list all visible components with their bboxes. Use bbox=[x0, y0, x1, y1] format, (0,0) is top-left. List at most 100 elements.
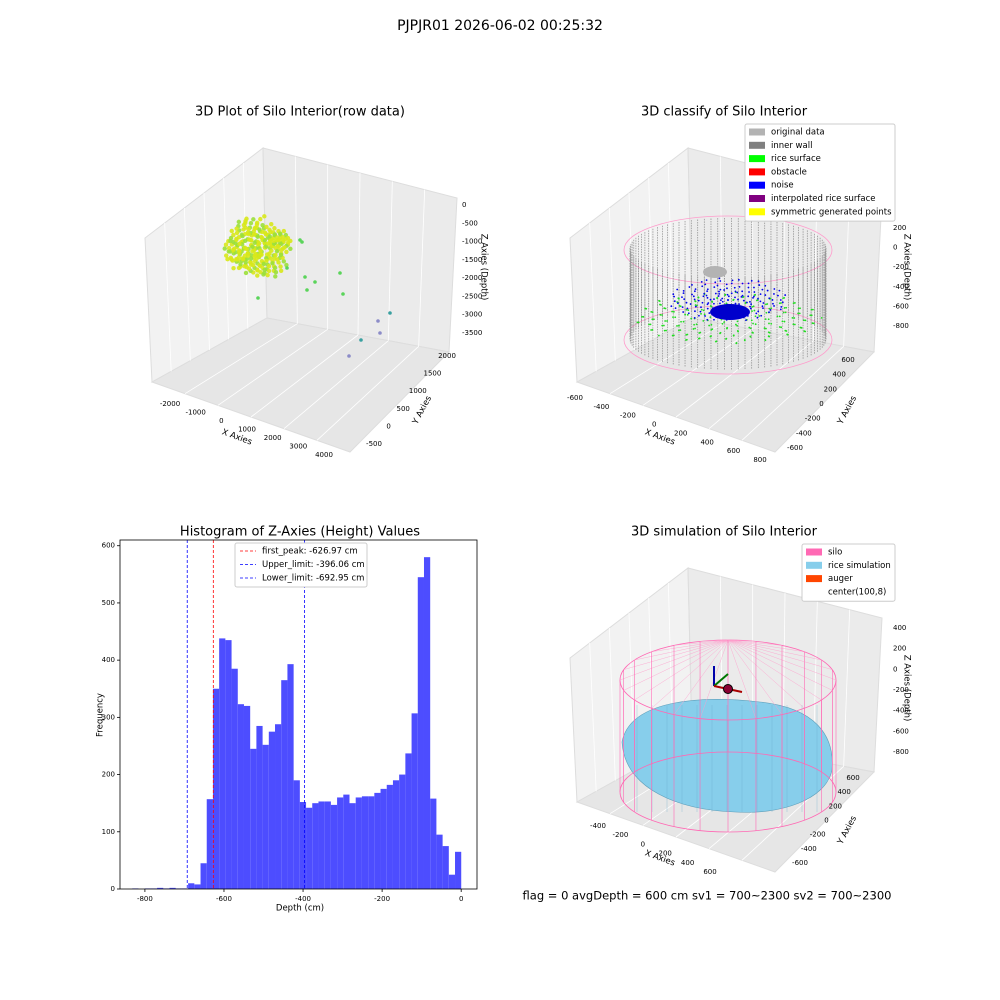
bar bbox=[411, 713, 418, 889]
point-cloud bbox=[251, 231, 257, 237]
z-tick-label: 200 bbox=[893, 224, 906, 232]
rice-point bbox=[663, 329, 666, 332]
rice-point bbox=[784, 329, 787, 332]
point-cloud bbox=[255, 268, 260, 273]
rice-point bbox=[753, 309, 756, 312]
rice-point bbox=[785, 306, 788, 309]
y-tick-label: 200 bbox=[829, 802, 842, 810]
rice-point bbox=[781, 320, 784, 323]
noise-point bbox=[716, 284, 719, 287]
point-cloud bbox=[254, 222, 260, 227]
noise-point bbox=[757, 280, 760, 283]
legend-box bbox=[801, 543, 896, 602]
z-tick-label: 0 bbox=[893, 244, 897, 252]
rice-point bbox=[797, 307, 800, 310]
point-cloud bbox=[283, 232, 289, 238]
noise-point bbox=[706, 296, 709, 299]
legend-swatch bbox=[806, 575, 822, 583]
rice-point bbox=[778, 302, 781, 305]
z-tick-label: -1000 bbox=[462, 238, 482, 246]
x-tick-label: -200 bbox=[612, 831, 628, 839]
noise-point bbox=[737, 298, 739, 301]
noise-point bbox=[755, 312, 758, 315]
rice-point bbox=[664, 320, 667, 322]
rice-point bbox=[650, 310, 653, 313]
legend-label: rice simulation bbox=[828, 561, 891, 571]
point-outlier bbox=[376, 319, 380, 323]
noise-point bbox=[777, 294, 779, 297]
pane-grid bbox=[294, 156, 298, 324]
z-tick-label: -200 bbox=[893, 686, 909, 694]
point-cloud bbox=[241, 222, 247, 228]
point-cloud bbox=[273, 274, 278, 279]
rice-point bbox=[765, 311, 768, 314]
point-cloud bbox=[233, 240, 238, 246]
noise-point bbox=[738, 303, 741, 306]
noise-point bbox=[727, 299, 729, 301]
rice-point bbox=[648, 323, 650, 326]
rice-point bbox=[776, 315, 779, 318]
rice-point bbox=[677, 297, 680, 300]
rice-point bbox=[758, 315, 761, 317]
legend-label: symmetric generated points bbox=[771, 207, 892, 217]
rice-point bbox=[672, 310, 675, 313]
rice-point bbox=[798, 312, 801, 315]
pane-grid bbox=[589, 642, 597, 792]
rice-point bbox=[716, 297, 719, 300]
bar bbox=[268, 731, 276, 889]
noise-point bbox=[689, 303, 692, 305]
rice-point bbox=[671, 310, 674, 313]
point-cloud bbox=[229, 257, 234, 262]
rice-point bbox=[637, 321, 640, 324]
point-outlier bbox=[256, 296, 260, 300]
legend-label: silo bbox=[828, 548, 842, 558]
silo-wire bbox=[623, 639, 729, 691]
rice-point bbox=[750, 319, 753, 322]
bar bbox=[262, 744, 269, 889]
noise-point bbox=[761, 305, 764, 308]
point-cloud bbox=[264, 224, 269, 230]
noise-point bbox=[758, 284, 761, 286]
rice-point bbox=[780, 326, 783, 329]
bar bbox=[374, 792, 381, 889]
bar bbox=[324, 801, 331, 889]
pane-grid bbox=[283, 340, 389, 429]
z-tick-label: 400 bbox=[893, 624, 906, 632]
legend-label: rice surface bbox=[771, 154, 821, 164]
noise-point bbox=[738, 285, 741, 288]
rice-point bbox=[743, 339, 746, 341]
noise-point bbox=[694, 310, 696, 313]
noise-point bbox=[694, 305, 697, 308]
point-cloud bbox=[248, 237, 254, 243]
point-cloud bbox=[280, 235, 285, 240]
center-marker bbox=[723, 684, 733, 694]
legend-label: first_peak: -626.97 cm bbox=[262, 547, 358, 557]
rice-point bbox=[676, 325, 678, 327]
noise-point bbox=[698, 314, 700, 317]
rice-point bbox=[694, 300, 697, 303]
rice-point bbox=[703, 313, 706, 316]
point-outlier bbox=[285, 266, 289, 270]
rice-point bbox=[710, 305, 713, 308]
noise-point bbox=[750, 303, 752, 306]
y-tick-label: 500 bbox=[397, 405, 410, 413]
z-axis-label: Z Axies (Depth) bbox=[479, 234, 489, 301]
bar bbox=[206, 799, 213, 889]
point-outlier bbox=[305, 288, 309, 292]
rice-point bbox=[778, 326, 781, 328]
point-outlier bbox=[388, 311, 392, 315]
rice-point bbox=[770, 307, 773, 310]
noise-point bbox=[753, 295, 755, 298]
rice-point bbox=[725, 337, 728, 340]
y-tick-label: 500 bbox=[102, 599, 115, 607]
bar bbox=[380, 788, 387, 889]
legend-swatch bbox=[749, 168, 765, 176]
rice-point bbox=[784, 311, 787, 314]
x-tick-label: 2000 bbox=[264, 434, 282, 442]
y-tick-label: 300 bbox=[102, 713, 115, 721]
point-cloud bbox=[272, 225, 277, 231]
noise-point bbox=[756, 316, 759, 319]
noise-point bbox=[682, 311, 685, 313]
noise-point bbox=[736, 291, 739, 294]
point-cloud bbox=[250, 262, 256, 268]
